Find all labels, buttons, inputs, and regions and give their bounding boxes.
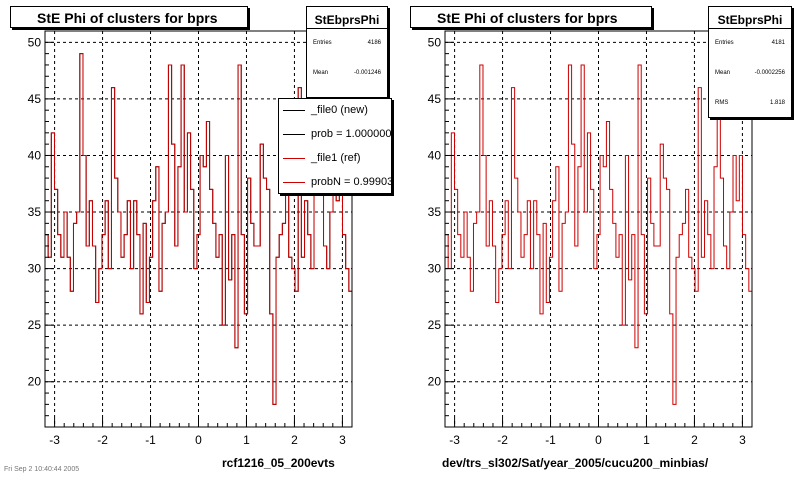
legend-label: _file0 (new): [311, 104, 368, 116]
legend-entry-prob: prob = 1.000000: [279, 123, 391, 147]
x-tick-label: 2: [691, 433, 698, 447]
left-stats-box: StEbprsPhi Entries 4186 Mean -0.001246: [306, 6, 388, 98]
right-stats-row-rms: RMS 1.818: [709, 89, 791, 119]
stats-value: -0.001246: [353, 70, 381, 76]
legend-label: probN = 0.999030: [311, 176, 392, 188]
y-tick-label: 35: [28, 205, 42, 219]
y-tick-label: 50: [28, 35, 42, 49]
left-stats-row-entries: Entries 4186: [307, 29, 387, 59]
left-x-caption: rcf1216_05_200evts: [222, 456, 335, 470]
right-panel: -3 -2 -1 0 1 2 3 20 25 30 35 40 45 50 StE Phi of clus…: [400, 0, 800, 480]
y-tick-label: 40: [28, 148, 42, 162]
legend-label: prob = 1.000000: [311, 128, 392, 140]
x-tick-label: -3: [449, 433, 460, 447]
legend: _file0 (new) prob = 1.000000 _file1 (ref…: [278, 98, 392, 194]
x-tick-label: -2: [497, 433, 508, 447]
y-tick-label: 40: [428, 148, 442, 162]
right-plot: -3 -2 -1 0 1 2 3 20 25 30 35 40 45 50: [428, 30, 753, 447]
x-tick-label: 1: [243, 433, 250, 447]
stats-value: -0.0002256: [754, 70, 785, 76]
legend-swatch: [283, 158, 305, 159]
right-plot-title: StE Phi of clusters for bprs: [410, 6, 652, 28]
stats-key: Entries: [715, 40, 734, 46]
x-tick-label: -1: [145, 433, 156, 447]
y-tick-label: 20: [428, 375, 442, 389]
stats-key: Mean: [313, 70, 329, 76]
left-panel: -3 -2 -1 0 1 2 3 20 25 30 35 40 45 50 StE Phi of clus…: [10, 6, 392, 470]
right-stats-box: StEbprsPhi Entries 4181 Mean -0.0002256 …: [708, 6, 792, 118]
histogram-series-1: [45, 53, 352, 405]
legend-swatch: [283, 134, 305, 135]
stats-key: Entries: [313, 40, 332, 46]
x-tick-label: 1: [643, 433, 650, 447]
y-tick-label: 45: [28, 92, 42, 106]
right-x-caption: dev/trs_sl302/Sat/year_2005/cucu200_minb…: [442, 456, 709, 470]
x-tick-label: -3: [49, 433, 60, 447]
legend-entry-file1: _file1 (ref): [279, 147, 391, 171]
y-tick-label: 50: [428, 35, 442, 49]
left-stats-name: StEbprsPhi: [307, 7, 387, 29]
y-tick-label: 20: [28, 375, 42, 389]
stats-value: 1.818: [769, 100, 785, 106]
x-tick-label: 3: [739, 433, 746, 447]
x-tick-label: -2: [97, 433, 108, 447]
left-plot-title: StE Phi of clusters for bprs: [10, 6, 248, 28]
x-tick-label: -1: [545, 433, 556, 447]
histogram-series-0: [445, 64, 752, 405]
legend-swatch: [283, 182, 305, 183]
x-tick-label: 3: [339, 433, 346, 447]
right-stats-row-mean: Mean -0.0002256: [709, 59, 791, 89]
stats-key: Mean: [715, 70, 731, 76]
stats-value: 4186: [367, 40, 381, 46]
legend-swatch: [283, 110, 305, 111]
y-tick-label: 30: [428, 262, 442, 276]
timestamp-footnote: Fri Sep 2 10:40:44 2005: [4, 466, 80, 473]
y-tick-label: 45: [428, 92, 442, 106]
left-plot: -3 -2 -1 0 1 2 3 20 25 30 35 40 45 50: [28, 30, 353, 447]
stats-value: 4181: [771, 40, 785, 46]
y-tick-label: 25: [28, 318, 42, 332]
stats-key: RMS: [715, 100, 729, 106]
legend-entry-file0: _file0 (new): [279, 99, 391, 123]
left-stats-row-mean: Mean -0.001246: [307, 59, 387, 89]
x-tick-label: 0: [195, 433, 202, 447]
right-stats-name: StEbprsPhi: [709, 7, 791, 29]
y-tick-label: 35: [428, 205, 442, 219]
legend-label: _file1 (ref): [311, 152, 361, 164]
x-tick-label: 0: [595, 433, 602, 447]
right-stats-row-entries: Entries 4181: [709, 29, 791, 59]
y-tick-label: 30: [28, 262, 42, 276]
legend-entry-probn: probN = 0.999030: [279, 171, 392, 193]
x-tick-label: 2: [291, 433, 298, 447]
y-tick-label: 25: [428, 318, 442, 332]
